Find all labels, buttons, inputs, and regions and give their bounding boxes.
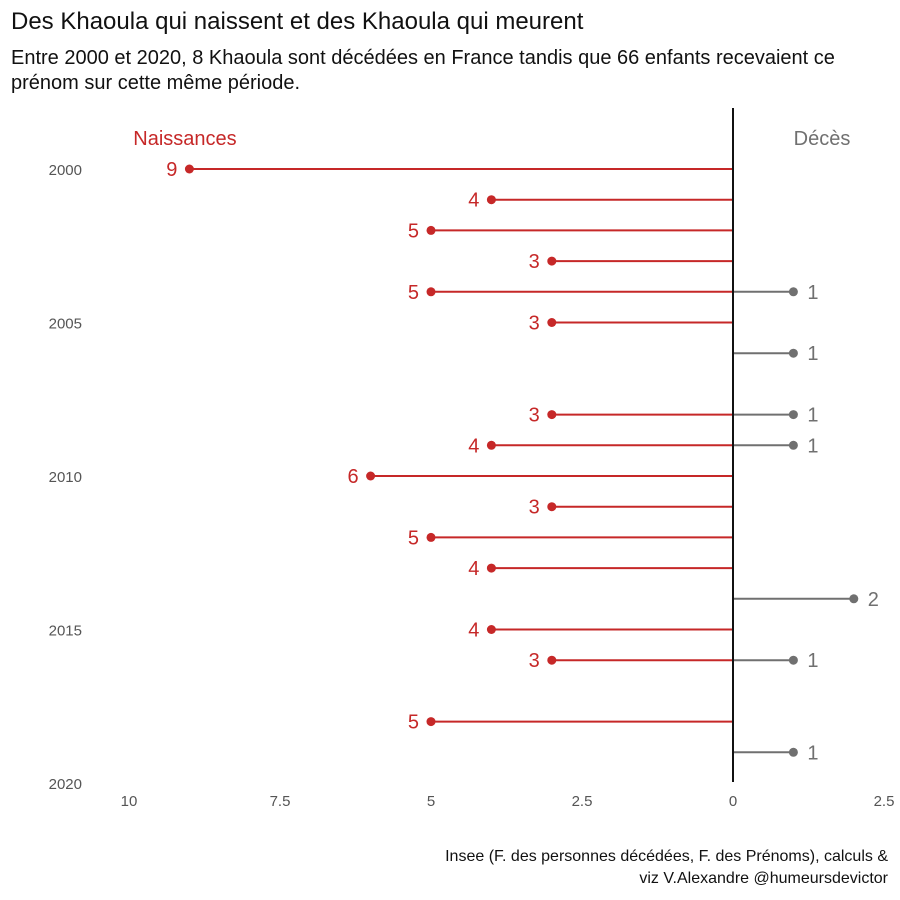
- births-value-label-2016: 3: [529, 650, 540, 672]
- births-point-2001: [486, 195, 496, 205]
- chart-subtitle: Entre 2000 et 2020, 8 Khaoula sont décéd…: [11, 47, 835, 94]
- births-point-2015: [486, 625, 496, 634]
- stems-layer: [189, 168, 854, 754]
- y-tick-label-2010: 2010: [49, 469, 82, 486]
- deaths-value-label-2008: 1: [807, 405, 818, 427]
- births-value-label-2018: 5: [408, 712, 419, 734]
- deaths-point-2006: [788, 348, 798, 358]
- births-value-label-2001: 4: [468, 190, 479, 212]
- births-value-label-2008: 3: [529, 405, 540, 427]
- tick-labels-layer: 10 7.5 5 2.5 0 2.5 2000 2005 2010 2015 2020: [49, 162, 895, 810]
- deaths-value-label-2009: 1: [807, 435, 818, 457]
- y-tick-label-2020: 2020: [49, 776, 82, 793]
- y-tick-label-2015: 2015: [49, 623, 82, 640]
- chart-title: Des Khaoula qui naissent et des Khaoula …: [11, 8, 584, 35]
- births-point-2004: [426, 287, 436, 297]
- births-point-2003: [547, 256, 557, 266]
- source-caption: Insee (F. des personnes décédées, F. des…: [248, 846, 888, 890]
- deaths-group-label: Décès: [794, 128, 851, 150]
- births-value-label-2003: 3: [529, 251, 540, 273]
- x-tick-label: 7.5: [270, 793, 291, 810]
- births-value-label-2005: 3: [529, 313, 540, 335]
- x-tick-label: 0: [729, 793, 737, 810]
- source-caption-line-1: Insee (F. des personnes décédées, F. des…: [445, 848, 888, 865]
- x-tick-label: 2.5: [572, 793, 593, 810]
- x-tick-label: 2.5: [874, 793, 895, 810]
- births-value-label-2013: 4: [468, 558, 479, 580]
- value-labels-layer: 9 4 5 3 5 3 3 4 6 3 5 4 4 3 5 1 1 1 1 2 1 1: [166, 159, 879, 764]
- births-value-label-2000: 9: [166, 159, 177, 181]
- births-point-2012: [426, 532, 436, 542]
- births-value-label-2015: 4: [468, 620, 479, 642]
- points-layer: [184, 164, 859, 757]
- births-value-label-2011: 3: [529, 497, 540, 519]
- deaths-value-label-2016: 1: [807, 650, 818, 672]
- births-value-label-2010: 6: [347, 466, 358, 488]
- births-value-label-2012: 5: [408, 527, 419, 549]
- births-point-2002: [426, 225, 436, 235]
- births-point-2008: [547, 410, 557, 420]
- deaths-point-2004: [788, 287, 798, 297]
- deaths-point-2014: [849, 594, 859, 604]
- source-caption-line-2: viz V.Alexandre @humeursdevictor: [639, 870, 888, 887]
- x-tick-label: 10: [121, 793, 138, 810]
- deaths-point-2009: [788, 440, 798, 450]
- deaths-point-2008: [788, 410, 798, 420]
- births-point-2010: [366, 471, 376, 481]
- deaths-value-label-2006: 1: [807, 343, 818, 365]
- y-tick-label-2000: 2000: [49, 162, 82, 179]
- births-point-2016: [547, 655, 557, 665]
- births-value-label-2009: 4: [468, 435, 479, 457]
- births-point-2005: [547, 318, 557, 327]
- births-point-2013: [486, 563, 496, 573]
- births-point-2011: [547, 502, 557, 512]
- deaths-value-label-2014: 2: [868, 589, 879, 611]
- births-point-2000: [184, 164, 194, 174]
- births-group-label: Naissances: [133, 128, 236, 150]
- births-value-label-2002: 5: [408, 220, 419, 242]
- deaths-point-2016: [788, 655, 798, 665]
- deaths-value-label-2019: 1: [807, 742, 818, 764]
- births-point-2009: [486, 440, 496, 450]
- x-tick-label: 5: [427, 793, 435, 810]
- deaths-value-label-2004: 1: [807, 282, 818, 304]
- deaths-point-2019: [788, 747, 798, 757]
- y-tick-label-2005: 2005: [49, 316, 82, 333]
- births-point-2018: [426, 717, 436, 727]
- births-value-label-2004: 5: [408, 282, 419, 304]
